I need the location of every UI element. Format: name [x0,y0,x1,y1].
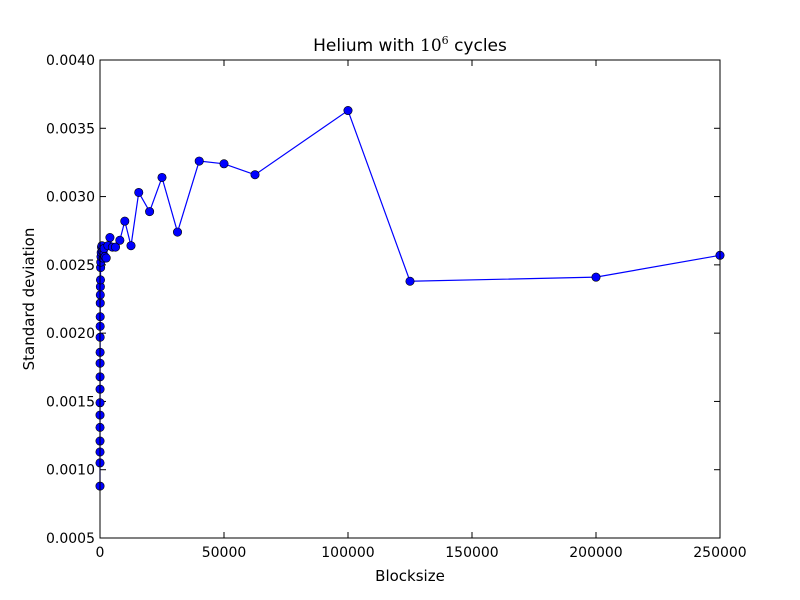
data-point [250,170,260,180]
y-tick-label: 0.0010 [46,463,95,479]
y-tick-label: 0.0040 [46,53,95,69]
data-point [194,156,204,166]
chart-title: Helium with 106 cycles [313,34,507,56]
series-layer [95,106,725,491]
x-axis-title: Blocksize [375,567,445,585]
data-point [111,242,121,252]
x-tick-label: 50000 [202,545,247,561]
y-axis-ticks: 0.0005 0.0010 0.0015 0.0020 0.0025 0.0030 0.00… [46,53,720,547]
plot-frame [99,59,721,539]
data-point [591,272,601,282]
data-point [405,276,415,286]
data-point [120,216,130,226]
y-axis-title: Standard deviation [20,228,38,371]
x-axis-ticks: 0 50000 100000 150000 200000 250000 [96,60,747,561]
data-point [115,235,125,245]
chart-title-prefix: Helium with [313,36,420,56]
data-point [173,227,183,237]
y-tick-label: 0.0030 [46,190,95,206]
x-tick-label: 100000 [321,545,374,561]
x-tick-label: 0 [96,545,105,561]
data-point [343,106,353,116]
data-point [105,233,115,243]
y-tick-label: 0.0020 [46,326,95,342]
series-line [99,109,721,487]
y-tick-label: 0.0015 [46,394,95,410]
y-tick-label: 0.0035 [46,121,95,137]
data-point [145,207,155,217]
data-point [219,159,229,169]
x-tick-label: 250000 [693,545,746,561]
chart-title-suffix: cycles [449,36,507,56]
y-tick-label: 0.0005 [46,531,95,547]
data-point [134,187,144,197]
data-point [157,172,167,182]
data-point [126,241,136,251]
x-tick-label: 200000 [569,545,622,561]
chart-title-math-base: 10 [420,36,442,56]
chart-title-math-exponent: 6 [442,34,449,47]
y-tick-label: 0.0025 [46,258,95,274]
x-tick-label: 150000 [445,545,498,561]
data-point [101,253,111,263]
